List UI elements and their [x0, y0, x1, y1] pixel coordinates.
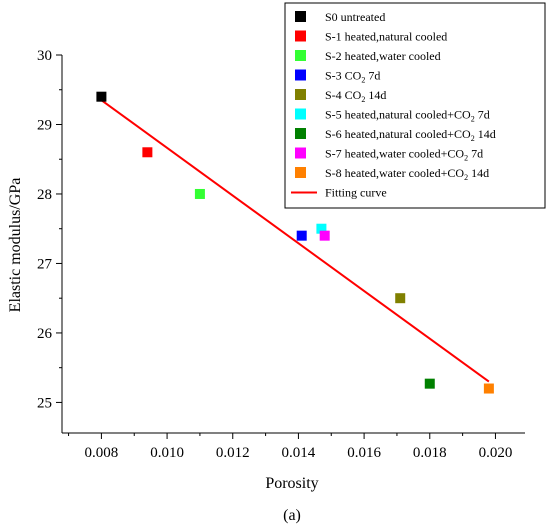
data-point — [483, 383, 494, 394]
legend-marker — [295, 11, 306, 22]
y-tick-label: 28 — [37, 187, 52, 203]
data-points — [96, 91, 494, 394]
panel-label: (a) — [283, 507, 301, 524]
y-axis-title: Elastic modulus/GPa — [7, 178, 24, 313]
data-point — [194, 188, 205, 199]
legend-label: S-6 heated,natural cooled+CO2 14d — [325, 127, 496, 143]
data-point — [316, 223, 327, 234]
data-point — [424, 378, 435, 389]
fitting-curve-line — [100, 99, 490, 383]
y-tick-label: 29 — [37, 117, 52, 133]
legend-label: S-2 heated,water cooled — [325, 49, 441, 63]
x-tick-label: 0.010 — [150, 445, 184, 461]
legend-marker — [295, 128, 306, 139]
legend: S0 untreated S-1 heated,natural cooled S-2… — [284, 2, 546, 209]
legend-marker — [295, 147, 306, 159]
x-tick-label: 0.016 — [347, 445, 381, 461]
data-point — [96, 91, 107, 102]
legend-marker — [295, 50, 306, 61]
legend-label: Fitting curve — [325, 186, 387, 200]
data-point — [395, 293, 406, 304]
legend-label: S0 untreated — [325, 10, 385, 24]
legend-label: S-3 CO2 7d — [325, 69, 380, 85]
fit-line-group — [100, 99, 490, 383]
x-tick-label: 0.012 — [216, 445, 250, 461]
legend-label: S-5 heated,natural cooled+CO2 7d — [325, 108, 490, 124]
y-tick-label: 30 — [37, 48, 52, 64]
y-tick-label: 26 — [37, 326, 53, 342]
legend-label: S-7 heated,water cooled+CO2 7d — [325, 147, 483, 163]
legend-label: S-1 heated,natural cooled — [325, 30, 447, 44]
axes: 0.008 0.010 0.012 0.014 0.016 0.018 0.020 25 26 2… — [37, 48, 525, 461]
x-tick-label: 0.014 — [282, 445, 316, 461]
data-point — [319, 230, 330, 241]
legend-box — [284, 2, 546, 209]
legend-marker — [295, 108, 306, 120]
x-tick-label: 0.020 — [479, 445, 513, 461]
legend-marker — [295, 30, 306, 42]
x-tick-label: 0.008 — [85, 445, 119, 461]
legend-label: S-4 CO2 14d — [325, 88, 386, 104]
y-tick-label: 25 — [37, 395, 52, 411]
x-axis-title: Porosity — [265, 475, 318, 492]
legend-marker — [295, 167, 306, 178]
y-tick-label: 27 — [37, 256, 53, 272]
x-tick-label: 0.018 — [413, 445, 447, 461]
legend-marker — [295, 69, 306, 81]
legend-marker — [295, 89, 306, 100]
data-point — [142, 147, 153, 158]
data-point — [296, 230, 307, 241]
legend-label: S-8 heated,water cooled+CO2 14d — [325, 166, 489, 182]
